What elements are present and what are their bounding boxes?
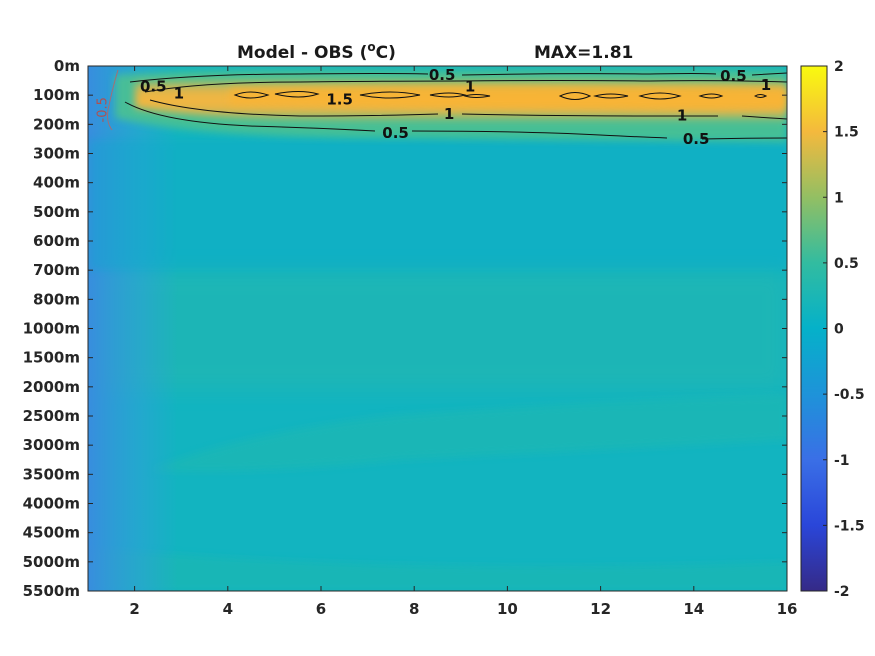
contour-1.5-island xyxy=(698,93,724,99)
y-tick-label: 800m xyxy=(33,290,80,308)
x-tick-label: 4 xyxy=(223,600,233,618)
contour-label: 0.5 xyxy=(720,67,747,85)
contour-1-upper xyxy=(144,80,787,93)
colorbar-tick-label: -1 xyxy=(834,453,850,469)
y-tick-label: 0m xyxy=(54,57,80,75)
y-tick-label: 600m xyxy=(33,232,80,250)
contour-label: 0.5 xyxy=(140,77,167,95)
contour-label: 1 xyxy=(677,107,687,125)
y-tick-label: 5500m xyxy=(23,582,80,600)
y-tick-label: 2500m xyxy=(23,407,80,425)
x-tick-label: 8 xyxy=(409,600,419,618)
x-tick-label: 16 xyxy=(777,600,798,618)
colorbar xyxy=(800,65,828,592)
contour-label-negative: -0.5 xyxy=(96,97,111,122)
y-tick-label: 4500m xyxy=(23,524,80,542)
x-axis: 2 4 6 8 10 12 14 16 xyxy=(129,66,797,618)
contour-label: 1 xyxy=(761,76,771,94)
y-tick-label: 3500m xyxy=(23,465,80,483)
field-mid-tint xyxy=(88,270,787,390)
contour-1.5-island xyxy=(359,91,421,99)
chart-title: Model - OBS (oC) xyxy=(237,40,396,63)
y-tick-label: 2000m xyxy=(23,378,80,396)
y-tick-label: 4000m xyxy=(23,495,80,513)
colorbar-tick-label: 1.5 xyxy=(834,125,859,141)
colorbar-tick-label: -2 xyxy=(834,584,850,600)
y-tick-label: 100m xyxy=(33,86,80,104)
x-tick-label: 10 xyxy=(497,600,518,618)
y-axis: 0m 100m 200m 300m 400m 500m 600m 700m 800m 1000m 1… xyxy=(23,57,787,600)
contour-1.5-island xyxy=(638,92,682,100)
chart-title-max: MAX=1.81 xyxy=(534,43,633,63)
contour-1.5-island xyxy=(429,92,467,98)
colorbar-tick-label: 0 xyxy=(834,322,844,338)
warm-band-peak xyxy=(230,85,787,109)
y-tick-label: 700m xyxy=(33,261,80,279)
contour-label: 1 xyxy=(465,77,475,95)
y-tick-label: 200m xyxy=(33,115,80,133)
y-tick-label: 300m xyxy=(33,145,80,163)
y-tick-label: 1000m xyxy=(23,320,80,338)
contour-1.5-island xyxy=(463,94,491,98)
contour-1.5-island xyxy=(233,91,270,99)
contour-1.5-island xyxy=(274,91,320,98)
contour-label: 1 xyxy=(174,85,184,103)
contour-1.5-islands xyxy=(233,91,768,100)
colorbar-tick-label: -1.5 xyxy=(834,518,865,534)
contour-lines xyxy=(124,72,787,140)
y-tick-label: 1500m xyxy=(23,349,80,367)
colorbar-tick-label: -0.5 xyxy=(834,387,865,403)
contour-1.5-island xyxy=(593,93,629,99)
contour-label: 1.5 xyxy=(326,91,353,109)
contour-label: 0.5 xyxy=(429,66,456,84)
x-tick-label: 6 xyxy=(316,600,326,618)
x-tick-label: 12 xyxy=(590,600,611,618)
contour-1.5-island xyxy=(754,94,768,98)
contour-negative-0.5 xyxy=(107,69,119,131)
colorbar-tick-label: 2 xyxy=(834,59,844,75)
x-tick-label: 2 xyxy=(129,600,139,618)
y-tick-label: 5000m xyxy=(23,553,80,571)
contour-label: 0.5 xyxy=(382,124,409,142)
colorbar-tick-label: 1 xyxy=(834,190,844,206)
field-bottom-tint xyxy=(88,548,787,591)
contour-1-lower xyxy=(149,99,787,120)
contour-1.5-island xyxy=(558,92,592,100)
contour-label: 1 xyxy=(444,105,454,123)
contour-label: 0.5 xyxy=(683,130,710,148)
contour-0.5-lower xyxy=(124,101,787,140)
contour-labels: 0.5 1 0.5 1 1.5 1 0.5 1 0.5 1 0.5 -0.5 xyxy=(96,66,772,148)
x-tick-label: 14 xyxy=(683,600,704,618)
y-tick-label: 400m xyxy=(33,174,80,192)
y-tick-label: 3000m xyxy=(23,436,80,454)
field-deep-tint xyxy=(150,395,787,472)
colorbar-tick-label: 0.5 xyxy=(834,256,859,272)
colorbar-axis: 2 1.5 1 0.5 0 -0.5 -1 -1.5 -2 xyxy=(823,59,865,600)
y-tick-label: 500m xyxy=(33,203,80,221)
field-upper-layer xyxy=(88,140,787,270)
contour-0.5-upper xyxy=(129,72,787,83)
plot-area: 0.5 1 0.5 1 1.5 1 0.5 1 0.5 1 0.5 -0.5 xyxy=(88,66,787,591)
